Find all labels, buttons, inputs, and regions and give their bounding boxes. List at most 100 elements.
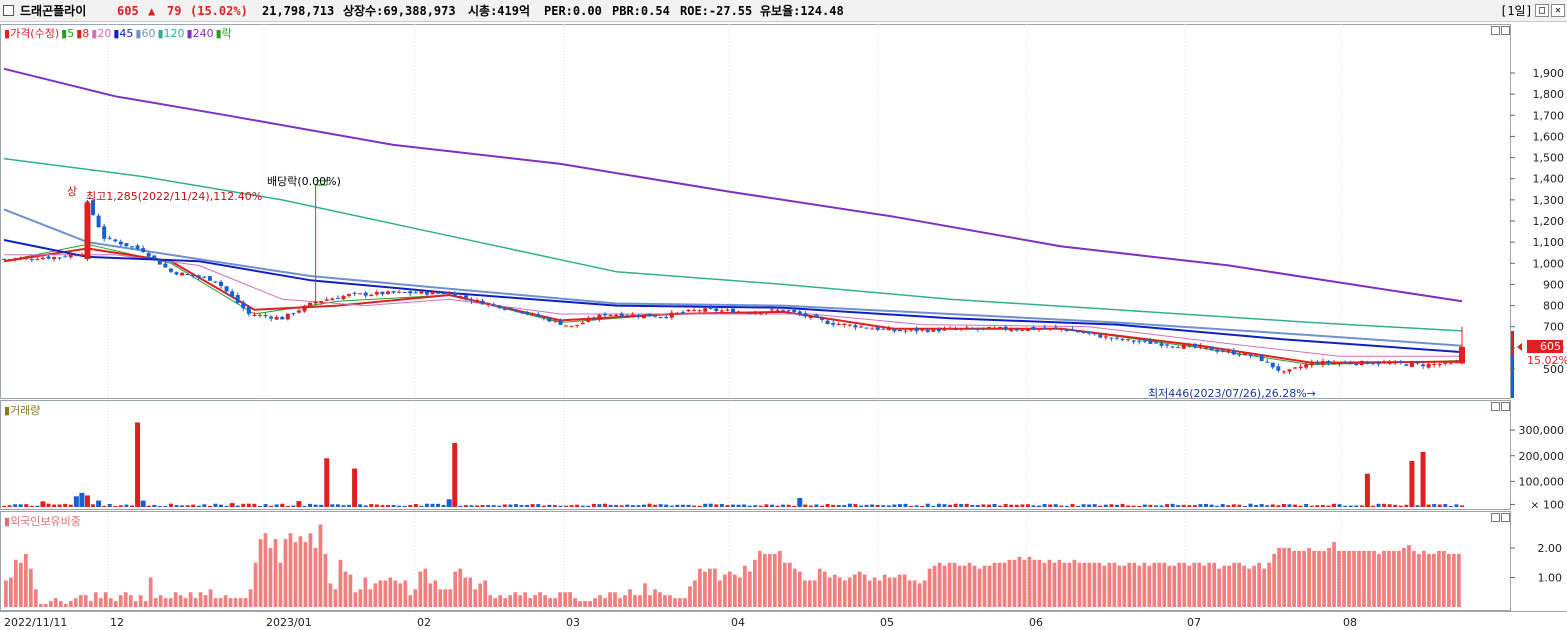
candle-body xyxy=(1237,354,1242,356)
window-mode-button[interactable]: □ xyxy=(1535,4,1549,17)
high-annotation: 최고1,285(2022/11/24),112.40% xyxy=(86,190,263,203)
candle-body xyxy=(564,325,569,327)
foreign-ratio-bar xyxy=(178,595,183,607)
volume-bar xyxy=(285,505,290,507)
candle-body xyxy=(1421,364,1426,367)
candle-body xyxy=(1248,354,1253,356)
candle-body xyxy=(558,320,563,325)
candle-body xyxy=(74,255,79,257)
foreign-panel-minimize-icon[interactable] xyxy=(1491,513,1500,522)
volume-bar xyxy=(1270,504,1275,507)
volume-bar xyxy=(1198,504,1203,507)
volume-bar xyxy=(803,504,808,507)
candle-body xyxy=(341,295,346,300)
foreign-ratio-bar xyxy=(937,562,942,607)
foreign-ratio-bar xyxy=(128,595,133,607)
candle-body xyxy=(603,313,608,316)
foreign-ratio-bar xyxy=(288,533,293,607)
foreign-ratio-bar xyxy=(1427,553,1431,607)
legend-swatch-icon: ▮ xyxy=(76,27,83,40)
foreign-ratio-bar xyxy=(718,580,722,607)
volume-bar xyxy=(313,504,318,507)
foreign-ratio-bar xyxy=(293,542,298,607)
volume-bar xyxy=(57,504,62,507)
foreign-ratio-bar xyxy=(448,589,453,607)
foreign-ratio-bar xyxy=(1452,553,1456,607)
foreign-ratio-bar xyxy=(423,568,428,607)
foreign-ratio-bar xyxy=(18,562,23,607)
candle-body xyxy=(1332,362,1337,365)
volume-bar xyxy=(758,505,763,507)
volume-bar xyxy=(1126,505,1131,507)
candle-body xyxy=(291,313,296,315)
volume-panel-close-icon[interactable] xyxy=(1501,402,1510,411)
volume-panel-minimize-icon[interactable] xyxy=(1491,402,1500,411)
legend-swatch-icon: ▮ xyxy=(91,27,98,40)
foreign-ratio-bar xyxy=(1277,548,1281,607)
candle-body xyxy=(202,276,207,278)
foreign-ratio-bar xyxy=(1227,565,1232,607)
candle-body xyxy=(135,245,140,249)
foreign-ratio-bar xyxy=(318,524,323,607)
foreign-ratio-bar xyxy=(762,553,767,607)
candle-body xyxy=(113,239,118,242)
foreign-ratio-bar xyxy=(892,577,897,607)
volume-bar xyxy=(1337,504,1342,507)
volume-bar xyxy=(1037,505,1042,507)
period-selector[interactable]: [1일] xyxy=(1500,4,1533,18)
volume-bar xyxy=(1059,505,1064,507)
volume-bar xyxy=(775,505,780,507)
volume-bar xyxy=(424,503,429,507)
volume-bar xyxy=(792,505,797,507)
panel-minimize-icon[interactable] xyxy=(1491,26,1500,35)
foreign-ratio-bar xyxy=(832,574,837,607)
price-change: 79 xyxy=(167,4,182,18)
foreign-ratio-bar xyxy=(1412,550,1416,607)
volume-bar xyxy=(1103,504,1108,507)
foreign-ratio-bar xyxy=(1237,562,1242,607)
candle-body xyxy=(1432,364,1437,366)
foreign-ratio-bar xyxy=(398,583,403,607)
volume-bar xyxy=(486,505,491,507)
candle-body xyxy=(781,309,786,311)
foreign-ratio-bar xyxy=(248,589,253,607)
foreign-ratio-bar xyxy=(767,553,772,607)
candle-body xyxy=(102,226,107,239)
foreign-ratio-bar xyxy=(1167,565,1172,607)
candle-body xyxy=(174,272,179,275)
volume-bar xyxy=(385,505,390,507)
volume-bar xyxy=(1081,504,1086,507)
candle-body xyxy=(1443,362,1448,364)
foreign-ratio-bar xyxy=(323,553,328,607)
foreign-ratio-bar xyxy=(1042,562,1047,607)
candle-body xyxy=(808,315,813,319)
volume-bar xyxy=(564,505,569,507)
close-button[interactable]: ✕ xyxy=(1551,4,1565,17)
candle-body xyxy=(630,314,635,317)
candle-body xyxy=(1220,350,1225,352)
foreign-ratio-bar xyxy=(443,589,448,607)
foreign-ratio-bar xyxy=(1172,565,1177,607)
foreign-ratio-bar xyxy=(378,580,383,607)
candle-body xyxy=(541,316,546,318)
foreign-ratio-bar xyxy=(1347,550,1351,607)
foreign-ratio-bar xyxy=(358,589,363,607)
foreign-ratio-bar xyxy=(568,592,572,607)
foreign-ratio-bar xyxy=(1112,562,1117,607)
volume-bar xyxy=(1003,503,1008,507)
foreign-ratio-bar xyxy=(1087,562,1092,607)
candle-body xyxy=(1315,362,1320,365)
select-checkbox[interactable] xyxy=(3,5,14,16)
candle-body xyxy=(447,292,452,294)
volume-bar xyxy=(1415,505,1420,507)
panel-close-icon[interactable] xyxy=(1501,26,1510,35)
foreign-panel-close-icon[interactable] xyxy=(1501,513,1510,522)
foreign-ratio-bar xyxy=(253,562,258,607)
candle-body xyxy=(825,320,830,325)
candle-body xyxy=(614,314,619,317)
candle-body xyxy=(129,246,134,248)
price-tick-label: 1,400 xyxy=(1533,173,1565,186)
volume-bar xyxy=(1042,503,1047,507)
foreign-ratio-bar xyxy=(638,595,642,607)
